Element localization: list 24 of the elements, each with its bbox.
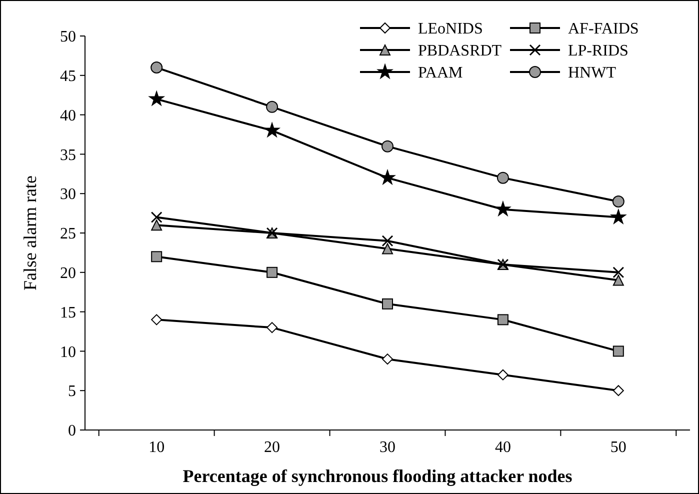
y-tick-label: 25 <box>60 226 76 243</box>
y-tick-label: 0 <box>68 422 76 440</box>
legend-label: PAAM <box>418 64 463 82</box>
x-tick-label: 50 <box>610 439 626 456</box>
y-tick-label: 20 <box>60 265 76 282</box>
x-tick-label: 10 <box>148 439 165 456</box>
y-tick-label: 40 <box>60 107 76 124</box>
x-axis-title: Percentage of synchronous flooding attacker nodes <box>182 466 572 486</box>
legend-label: LP-RIDS <box>568 42 628 60</box>
x-tick-label: 30 <box>380 439 396 456</box>
y-tick-label: 10 <box>60 344 76 361</box>
y-axis-title: False alarm rate <box>20 176 40 290</box>
legend-label: HNWT <box>568 64 616 82</box>
y-tick-label: 50 <box>60 28 76 46</box>
y-tick-label: 35 <box>60 146 76 164</box>
x-tick-label: 40 <box>494 439 511 456</box>
x-tick-label: 20 <box>264 439 280 456</box>
y-tick-label: 15 <box>60 304 76 322</box>
legend-label: LEoNIDS <box>418 20 483 38</box>
y-tick-label: 30 <box>60 186 76 204</box>
y-tick-label: 45 <box>60 68 76 85</box>
legend-label: AF-FAIDS <box>568 20 639 38</box>
legend-label: PBDASRDT <box>418 42 502 60</box>
y-tick-label: 5 <box>68 383 76 400</box>
